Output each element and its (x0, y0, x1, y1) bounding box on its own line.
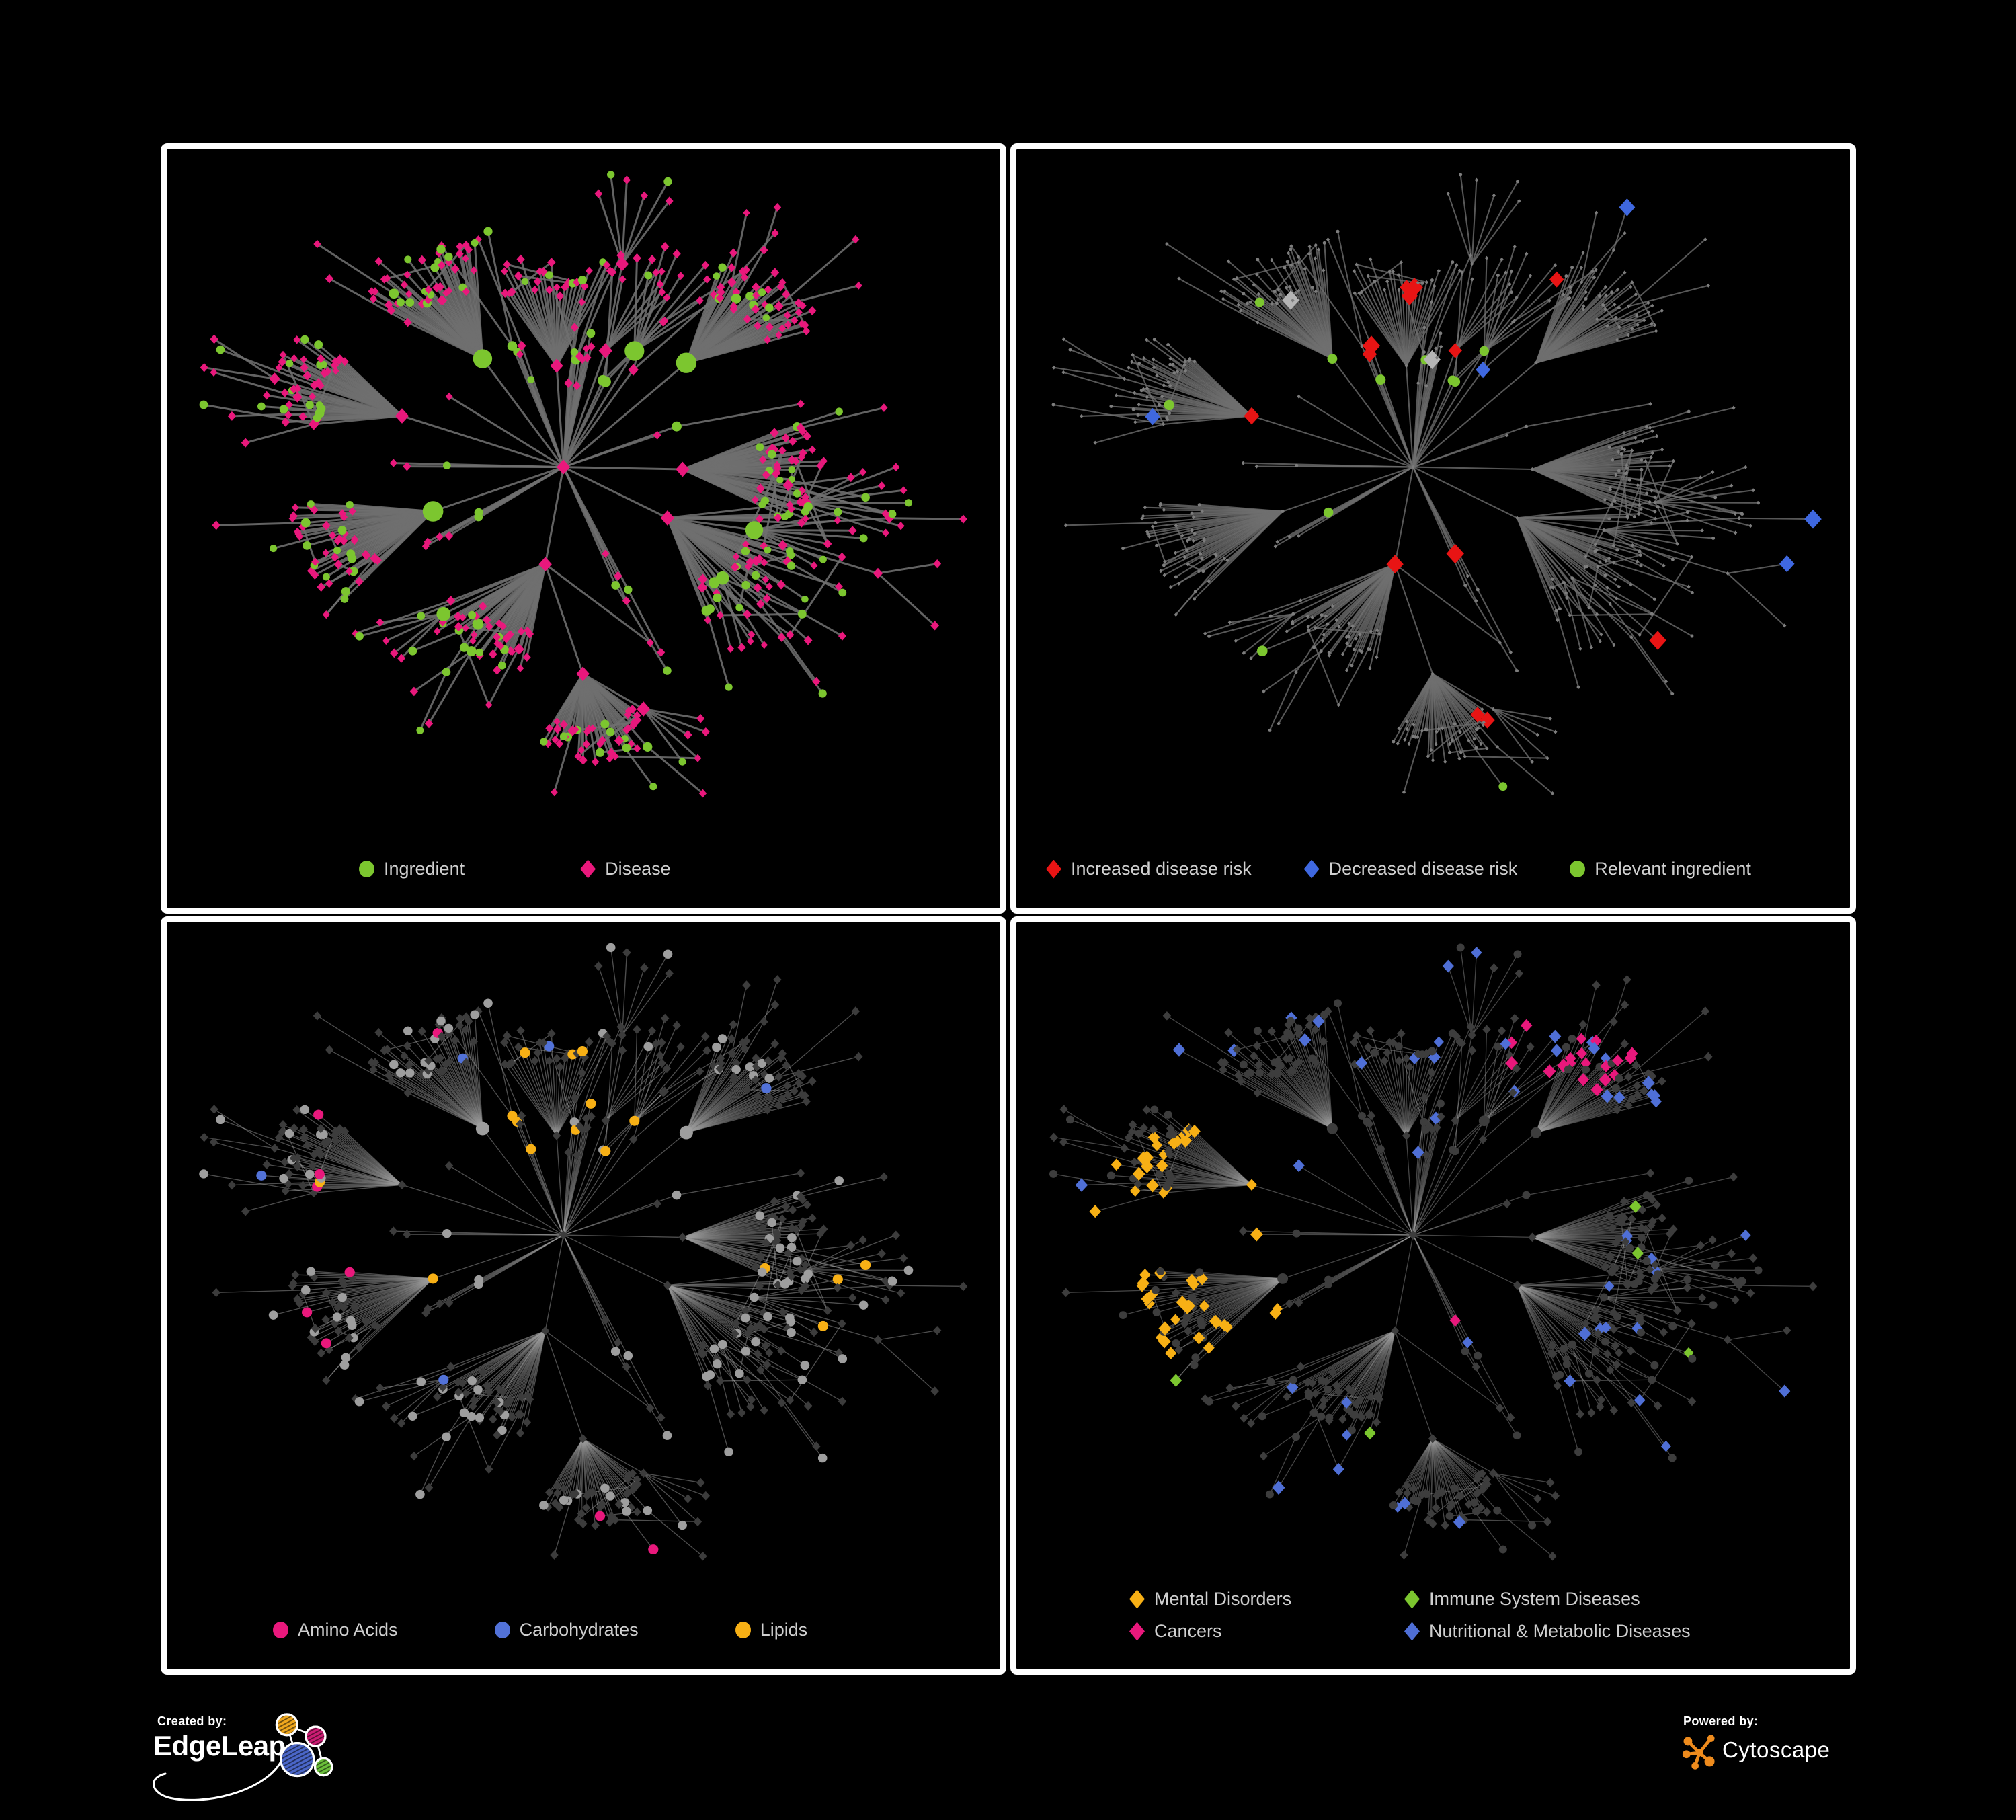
panel-metabolite-classes: Amino Acids Carbohydrates Lipids (161, 916, 1006, 1675)
legend-item: Increased disease risk (1046, 859, 1252, 879)
legend-item: Nutritional & Metabolic Diseases (1404, 1621, 1691, 1642)
increased-risk-diamond-icon (1046, 859, 1061, 879)
immune-system-diseases-diamond-icon (1404, 1589, 1420, 1609)
legend-disease-risk: Increased disease risk Decreased disease… (1016, 859, 1850, 879)
nutritional-metabolic-diseases-diamond-icon (1404, 1622, 1420, 1641)
legend-label: Carbohydrates (519, 1620, 639, 1640)
legend-label: Mental Disorders (1154, 1589, 1292, 1609)
relevant-ingredient-circle-icon (1570, 861, 1586, 877)
legend-item: Relevant ingredient (1570, 859, 1751, 879)
legend-label: Lipids (760, 1620, 808, 1640)
legend-item: Ingredient (359, 859, 465, 879)
legend-label: Relevant ingredient (1595, 859, 1751, 879)
disease-diamond-icon (580, 859, 596, 879)
panel-ingredient-disease: Ingredient Disease (161, 143, 1006, 914)
lipids-circle-icon (735, 1622, 751, 1638)
panel-disease-risk: Increased disease risk Decreased disease… (1010, 143, 1856, 914)
carbohydrates-circle-icon (494, 1622, 510, 1638)
panel-disease-categories: Mental Disorders Immune System Diseases … (1010, 916, 1856, 1675)
legend-item: Mental Disorders (1129, 1589, 1404, 1610)
legend-ingredient-disease: Ingredient Disease (167, 859, 1000, 879)
edgeleap-credit: Created by: EdgeLeap (152, 1708, 501, 1819)
powered-by-label: Powered by: (1683, 1714, 1759, 1728)
legend-label: Increased disease risk (1071, 859, 1252, 879)
legend-item: Amino Acids (273, 1620, 398, 1640)
legend-label: Cancers (1154, 1621, 1222, 1641)
amino-acids-circle-icon (273, 1622, 288, 1638)
legend-item: Lipids (735, 1620, 808, 1640)
mental-disorders-diamond-icon (1129, 1589, 1145, 1609)
legend-label: Decreased disease risk (1328, 859, 1518, 879)
legend-metabolite-classes: Amino Acids Carbohydrates Lipids (167, 1620, 1000, 1640)
created-by-label: Created by: (157, 1714, 227, 1728)
ingredient-circle-icon (359, 861, 374, 877)
legend-label: Amino Acids (298, 1620, 398, 1640)
legend-item: Disease (580, 859, 671, 879)
edgeleap-logo-icon (275, 1713, 333, 1778)
legend-item: Cancers (1129, 1621, 1404, 1642)
legend-disease-categories: Mental Disorders Immune System Diseases … (1129, 1589, 1691, 1642)
legend-item: Immune System Diseases (1404, 1589, 1691, 1610)
cancers-diamond-icon (1129, 1622, 1145, 1641)
legend-label: Nutritional & Metabolic Diseases (1429, 1621, 1691, 1641)
edgeleap-swoosh-icon (153, 1760, 282, 1801)
disease-category-network-canvas (1049, 943, 1818, 1561)
legend-item: Carbohydrates (494, 1620, 639, 1640)
ingredient-disease-network-canvas (199, 171, 967, 798)
legend-item: Decreased disease risk (1303, 859, 1518, 879)
cytoscape-credit: Powered by: Cytoscape (1677, 1708, 1871, 1795)
legend-label: Immune System Diseases (1429, 1589, 1640, 1609)
metabolite-class-network-canvas (199, 943, 968, 1561)
cytoscape-wordmark: Cytoscape (1722, 1737, 1830, 1762)
disease-risk-network-canvas (1051, 173, 1822, 795)
legend-label: Disease (605, 859, 671, 879)
cytoscape-logo-icon (1682, 1735, 1715, 1770)
edgeleap-wordmark: EdgeLeap (153, 1730, 286, 1762)
legend-label: Ingredient (384, 859, 465, 879)
decreased-risk-diamond-icon (1303, 859, 1320, 879)
